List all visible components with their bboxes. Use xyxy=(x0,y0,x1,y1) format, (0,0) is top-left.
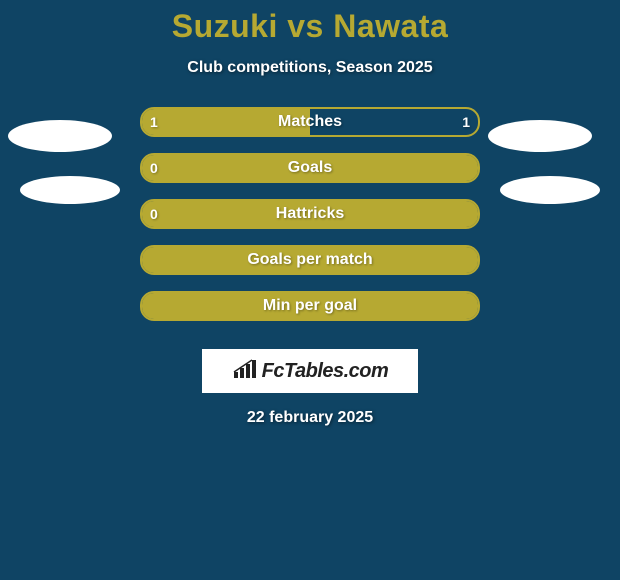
stat-left-value: 1 xyxy=(150,114,158,130)
stat-label: Matches xyxy=(278,113,342,131)
stat-bar: Goals 0 xyxy=(140,153,480,183)
comparison-infographic: Suzuki vs Nawata Club competitions, Seas… xyxy=(0,0,620,580)
stat-bar: Hattricks 0 xyxy=(140,199,480,229)
stat-label: Goals per match xyxy=(247,251,372,269)
subtitle: Club competitions, Season 2025 xyxy=(0,59,620,77)
date: 22 february 2025 xyxy=(0,409,620,427)
player-ellipse xyxy=(500,176,600,204)
bar-chart-icon xyxy=(232,358,258,385)
stat-row: Min per goal xyxy=(0,291,620,337)
player-ellipse xyxy=(488,120,592,152)
stat-left-value: 0 xyxy=(150,160,158,176)
stat-row: Hattricks 0 xyxy=(0,199,620,245)
stat-right-value: 1 xyxy=(462,114,470,130)
logo-text: FcTables.com xyxy=(262,360,389,383)
stat-bar: Min per goal xyxy=(140,291,480,321)
stat-label: Min per goal xyxy=(263,297,357,315)
stat-left-value: 0 xyxy=(150,206,158,222)
stat-bar: Matches 1 1 xyxy=(140,107,480,137)
source-logo: FcTables.com xyxy=(202,349,418,393)
player-ellipse xyxy=(20,176,120,204)
player-ellipse xyxy=(8,120,112,152)
stat-label: Hattricks xyxy=(276,205,344,223)
stat-label: Goals xyxy=(288,159,332,177)
stat-row: Goals per match xyxy=(0,245,620,291)
stat-bar: Goals per match xyxy=(140,245,480,275)
page-title: Suzuki vs Nawata xyxy=(0,0,620,45)
